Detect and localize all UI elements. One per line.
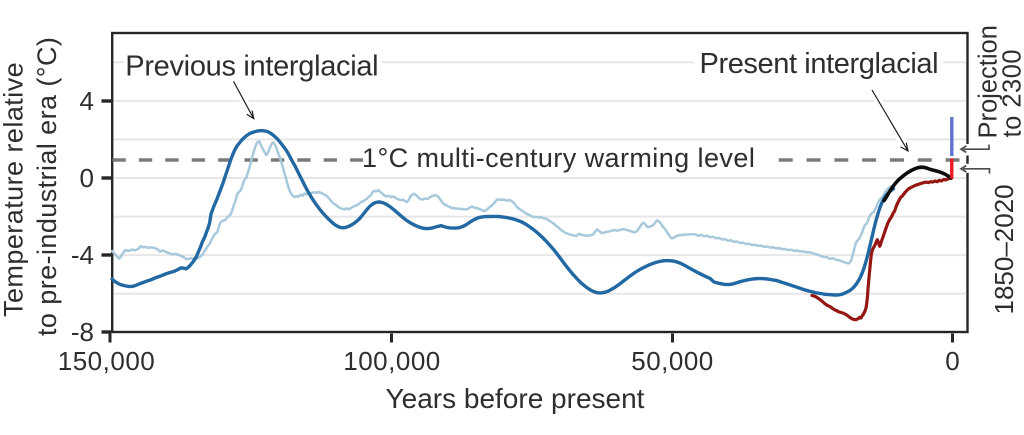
- svg-text:Years before present: Years before present: [386, 383, 645, 414]
- svg-text:to pre-industrial era (°C): to pre-industrial era (°C): [32, 37, 62, 336]
- svg-text:1°C multi-century warming leve: 1°C multi-century warming level: [362, 143, 755, 173]
- svg-text:Present interglacial: Present interglacial: [700, 48, 939, 80]
- svg-text:1850–2020: 1850–2020: [989, 184, 1019, 314]
- svg-text:-4: -4: [71, 240, 94, 270]
- svg-text:0: 0: [80, 163, 94, 193]
- svg-text:Projection: Projection: [975, 25, 1003, 138]
- svg-text:100,000: 100,000: [343, 346, 440, 376]
- svg-text:0: 0: [945, 346, 959, 376]
- svg-text:Temperature relative: Temperature relative: [0, 62, 29, 317]
- svg-text:Previous interglacial: Previous interglacial: [125, 51, 378, 83]
- svg-text:4: 4: [80, 86, 94, 116]
- svg-text:150,000: 150,000: [58, 346, 155, 376]
- svg-text:50,000: 50,000: [631, 346, 714, 376]
- svg-text:-8: -8: [71, 317, 94, 347]
- svg-text:to 2300: to 2300: [999, 49, 1024, 138]
